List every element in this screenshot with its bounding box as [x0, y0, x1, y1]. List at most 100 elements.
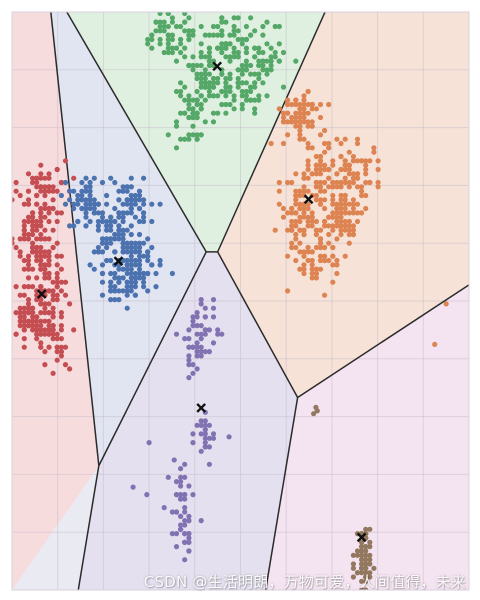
data-point [34, 201, 40, 207]
data-point [17, 236, 23, 242]
data-point [305, 88, 311, 95]
data-point [322, 292, 328, 298]
data-point [58, 266, 64, 272]
data-point [54, 297, 60, 303]
data-point [223, 80, 229, 86]
centroid-marker [356, 532, 367, 543]
data-point [46, 175, 52, 181]
data-point [62, 292, 69, 298]
data-point [239, 41, 245, 47]
data-point [50, 279, 56, 285]
data-point [182, 492, 188, 498]
data-point [359, 210, 365, 216]
data-point [141, 201, 147, 207]
data-point [317, 162, 324, 168]
data-point [95, 227, 101, 233]
data-point [29, 244, 36, 251]
data-point [272, 23, 278, 30]
data-point [75, 192, 81, 199]
data-point [124, 244, 130, 251]
data-point [350, 223, 356, 229]
data-point [198, 71, 204, 77]
data-point [87, 262, 93, 268]
data-point [309, 214, 315, 220]
data-point [186, 362, 192, 368]
data-point [42, 262, 48, 268]
data-point [29, 218, 36, 225]
data-point [173, 88, 180, 95]
data-point [21, 257, 27, 264]
data-point [186, 327, 192, 333]
data-point [227, 54, 233, 60]
data-point [330, 279, 336, 285]
data-point [128, 253, 134, 259]
data-point [173, 509, 180, 515]
data-point [371, 565, 377, 571]
data-point [54, 262, 60, 268]
data-point [83, 205, 89, 212]
voronoi-boundary-line [77, 465, 100, 590]
data-point [210, 23, 217, 30]
data-point [206, 54, 212, 60]
data-point [42, 249, 48, 255]
data-point [83, 175, 89, 181]
data-point [198, 101, 204, 108]
data-point [297, 205, 303, 212]
data-point [231, 28, 237, 34]
data-point [120, 275, 126, 281]
data-point [252, 80, 258, 86]
data-point [313, 179, 319, 186]
data-point [330, 210, 336, 216]
data-point [206, 327, 212, 333]
data-point [338, 205, 344, 212]
data-point [239, 67, 245, 73]
data-point [363, 557, 369, 563]
data-point [128, 223, 134, 229]
data-point [346, 166, 352, 173]
data-point [210, 75, 217, 82]
data-point [297, 201, 303, 207]
data-point [202, 71, 208, 77]
data-point [104, 192, 110, 199]
data-point [305, 158, 311, 164]
data-point [227, 75, 233, 82]
data-point [186, 483, 192, 489]
data-point [178, 41, 184, 47]
data-point [190, 492, 196, 498]
data-point [136, 270, 143, 277]
data-point [297, 119, 303, 125]
data-point [58, 323, 64, 329]
data-point [359, 544, 365, 550]
data-point [21, 327, 27, 333]
data-point [235, 49, 241, 56]
data-point [227, 58, 233, 64]
data-point [108, 297, 114, 303]
data-point [235, 54, 241, 60]
data-point [338, 227, 344, 233]
data-point [124, 266, 130, 272]
data-point [190, 344, 196, 350]
data-point [301, 101, 307, 108]
data-point [248, 15, 254, 21]
data-point [313, 166, 319, 173]
data-point [25, 197, 32, 203]
data-point [342, 201, 348, 207]
data-point [330, 214, 336, 220]
data-point [223, 88, 229, 95]
data-point [165, 32, 171, 38]
data-point [145, 41, 151, 47]
data-point [346, 240, 352, 246]
data-point [334, 214, 340, 220]
data-point [252, 110, 258, 116]
data-point [116, 214, 122, 220]
data-point [198, 84, 204, 90]
data-point [153, 19, 159, 25]
data-point [363, 552, 369, 558]
data-point [354, 175, 361, 181]
data-point [112, 288, 118, 294]
data-point [79, 179, 85, 186]
data-point [346, 227, 352, 233]
data-point [289, 119, 295, 125]
data-point [276, 23, 282, 30]
data-point [99, 262, 106, 268]
